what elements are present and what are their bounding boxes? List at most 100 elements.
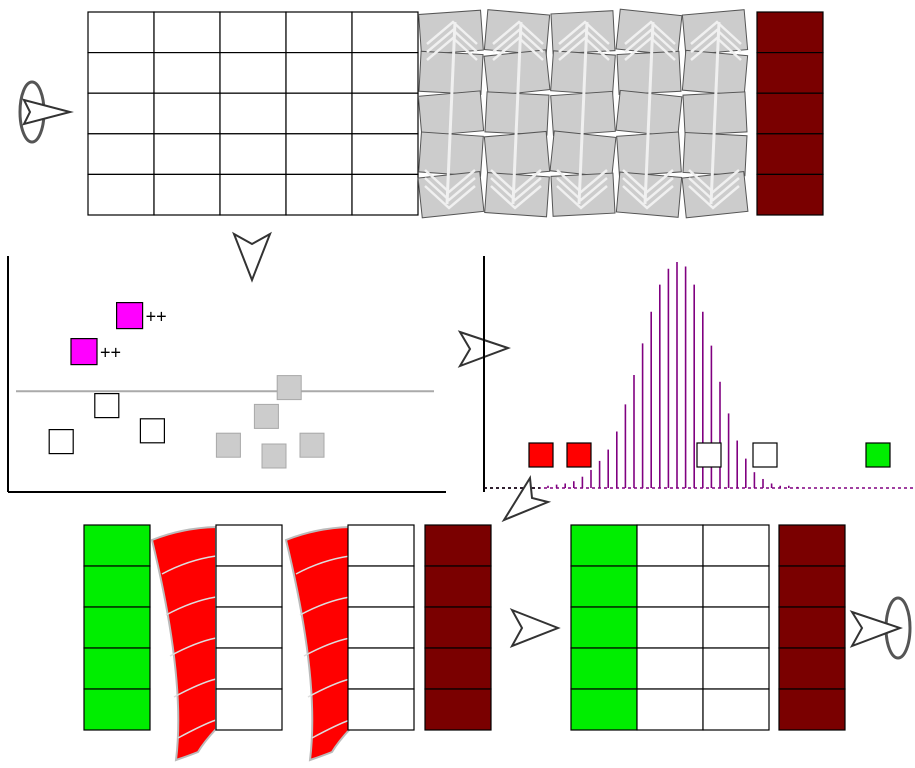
white-cell: [153, 92, 221, 135]
red-marker: [566, 442, 592, 468]
gray-marker: [276, 375, 302, 401]
dark-red-cell: [424, 647, 492, 690]
top-gray-tilted-grid: [417, 8, 749, 219]
white-cell: [285, 133, 353, 176]
white-cell: [87, 173, 155, 216]
white-cell: [702, 565, 770, 608]
dark-red-cell: [778, 606, 846, 649]
white-cell: [636, 647, 704, 690]
white-cell: [351, 133, 419, 176]
output-eye-icon: [849, 596, 912, 660]
up-chevron-icon: [426, 28, 478, 53]
up-chevron-icon: [492, 28, 544, 53]
dark-red-cell: [424, 565, 492, 608]
white-cell: [87, 11, 155, 54]
dark-red-cell: [756, 11, 824, 54]
ribbon-divider: [165, 596, 217, 616]
white-cell: [347, 565, 415, 608]
white-cell: [702, 688, 770, 731]
sort-direction-line: [643, 21, 655, 205]
marker-label: ++: [100, 343, 121, 363]
green-cell: [83, 647, 151, 690]
white-marker: [139, 418, 165, 444]
magenta-marker: [115, 302, 144, 330]
white-cell: [87, 51, 155, 94]
up-chevron-icon: [624, 36, 676, 61]
down-chevron-icon: [424, 169, 476, 194]
white-cell: [702, 647, 770, 690]
white-cell: [153, 133, 221, 176]
top-dark-red-column: [756, 11, 824, 216]
white-cell: [219, 133, 287, 176]
gray-marker: [253, 403, 279, 429]
white-cell: [285, 11, 353, 54]
white-cell: [87, 133, 155, 176]
white-cell: [285, 92, 353, 135]
white-cell: [351, 11, 419, 54]
down-arrow-icon: [232, 231, 272, 283]
down-chevron-icon: [688, 177, 740, 202]
green-cell: [83, 565, 151, 608]
white-cell: [702, 524, 770, 567]
white-marker: [752, 442, 778, 468]
green-cell: [83, 688, 151, 731]
gray-marker: [215, 432, 241, 458]
ribbon-divider: [161, 555, 217, 575]
white-cell: [285, 51, 353, 94]
white-cell: [285, 173, 353, 216]
down-chevron-icon: [688, 185, 740, 210]
gray-tilted-cell: [418, 50, 484, 96]
ribbon-divider: [177, 719, 217, 739]
dark-red-cell: [756, 51, 824, 94]
down-chevron-icon: [622, 169, 674, 194]
marker-label: ++: [146, 307, 167, 327]
gray-tilted-cell: [682, 131, 748, 177]
middle-right-arrow-icon: [509, 608, 561, 648]
white-cell: [347, 688, 415, 731]
distribution-markers: [528, 442, 891, 468]
white-cell: [636, 606, 704, 649]
down-chevron-icon: [556, 177, 608, 202]
sort-direction-line: [445, 21, 457, 205]
sort-direction-line: [709, 21, 721, 205]
dark-red-cell: [778, 688, 846, 731]
down-chevron-icon: [490, 185, 542, 210]
white-cell: [351, 51, 419, 94]
white-cell: [215, 688, 283, 731]
down-chevron-icon: [424, 177, 476, 202]
down-chevron-icon: [556, 169, 608, 194]
green-cell: [83, 606, 151, 649]
magenta-marker: [70, 338, 98, 366]
white-cell: [87, 92, 155, 135]
bottom-right-block: [570, 524, 846, 731]
white-cell: [215, 524, 283, 567]
ribbon-divider: [173, 678, 217, 698]
sort-direction-line: [511, 21, 523, 205]
ribbon-divider: [299, 596, 351, 616]
sort-direction-line: [577, 21, 589, 205]
ribbon-divider: [295, 555, 351, 575]
white-cell: [153, 11, 221, 54]
white-cell: [219, 51, 287, 94]
up-chevron-icon: [690, 20, 742, 45]
green-cell: [570, 647, 638, 690]
green-cell: [570, 565, 638, 608]
green-cell: [570, 688, 638, 731]
white-cell: [636, 565, 704, 608]
up-chevron-icon: [492, 36, 544, 61]
scatter-panel: ++ ++: [7, 256, 446, 493]
green-cell: [570, 606, 638, 649]
ribbon-divider: [169, 637, 217, 657]
dark-red-cell: [756, 92, 824, 135]
white-cell: [636, 524, 704, 567]
down-chevron-icon: [556, 185, 608, 210]
green-marker: [865, 442, 891, 468]
down-chevron-icon: [688, 169, 740, 194]
dark-red-cell: [756, 133, 824, 176]
white-cell: [636, 688, 704, 731]
ribbon-divider: [307, 678, 351, 698]
bottom-left-block: [83, 524, 492, 762]
white-cell: [219, 11, 287, 54]
dark-red-cell: [778, 647, 846, 690]
up-chevron-icon: [558, 36, 610, 61]
